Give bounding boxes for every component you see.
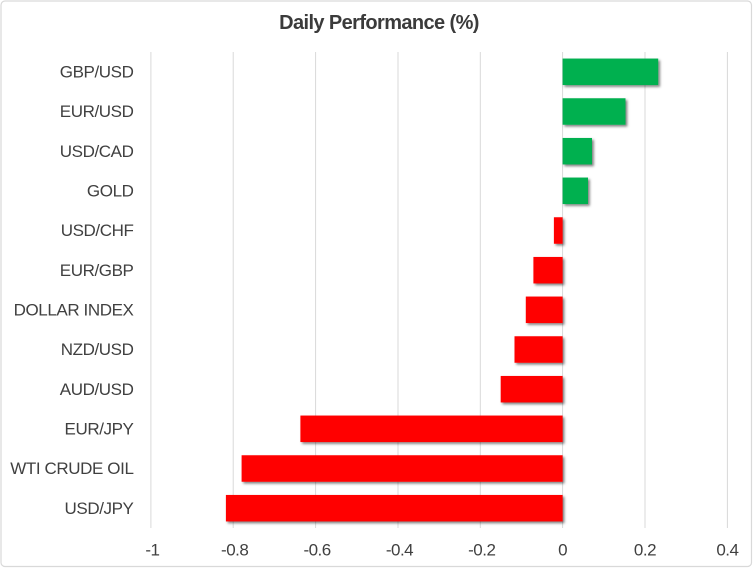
svg-text:GBP/USD: GBP/USD xyxy=(60,63,134,82)
svg-text:USD/CAD: USD/CAD xyxy=(60,142,134,161)
svg-text:-0.6: -0.6 xyxy=(303,541,330,560)
svg-text:AUD/USD: AUD/USD xyxy=(60,380,134,399)
svg-text:NZD/USD: NZD/USD xyxy=(61,340,134,359)
svg-text:EUR/USD: EUR/USD xyxy=(60,102,134,121)
svg-text:Daily Performance (%): Daily Performance (%) xyxy=(279,12,479,34)
svg-text:DOLLAR INDEX: DOLLAR INDEX xyxy=(14,301,134,320)
svg-text:WTI CRUDE OIL: WTI CRUDE OIL xyxy=(10,459,133,478)
svg-text:EUR/JPY: EUR/JPY xyxy=(65,420,134,439)
svg-text:EUR/GBP: EUR/GBP xyxy=(60,261,134,280)
svg-text:USD/JPY: USD/JPY xyxy=(65,499,134,518)
svg-text:-0.2: -0.2 xyxy=(468,541,495,560)
svg-text:0: 0 xyxy=(558,541,567,560)
svg-text:0.4: 0.4 xyxy=(716,541,738,560)
svg-text:-0.4: -0.4 xyxy=(386,541,413,560)
svg-text:USD/CHF: USD/CHF xyxy=(61,221,134,240)
svg-text:GOLD: GOLD xyxy=(87,182,134,201)
svg-text:0.2: 0.2 xyxy=(634,541,656,560)
svg-text:-0.8: -0.8 xyxy=(221,541,248,560)
svg-text:-1: -1 xyxy=(145,541,159,560)
